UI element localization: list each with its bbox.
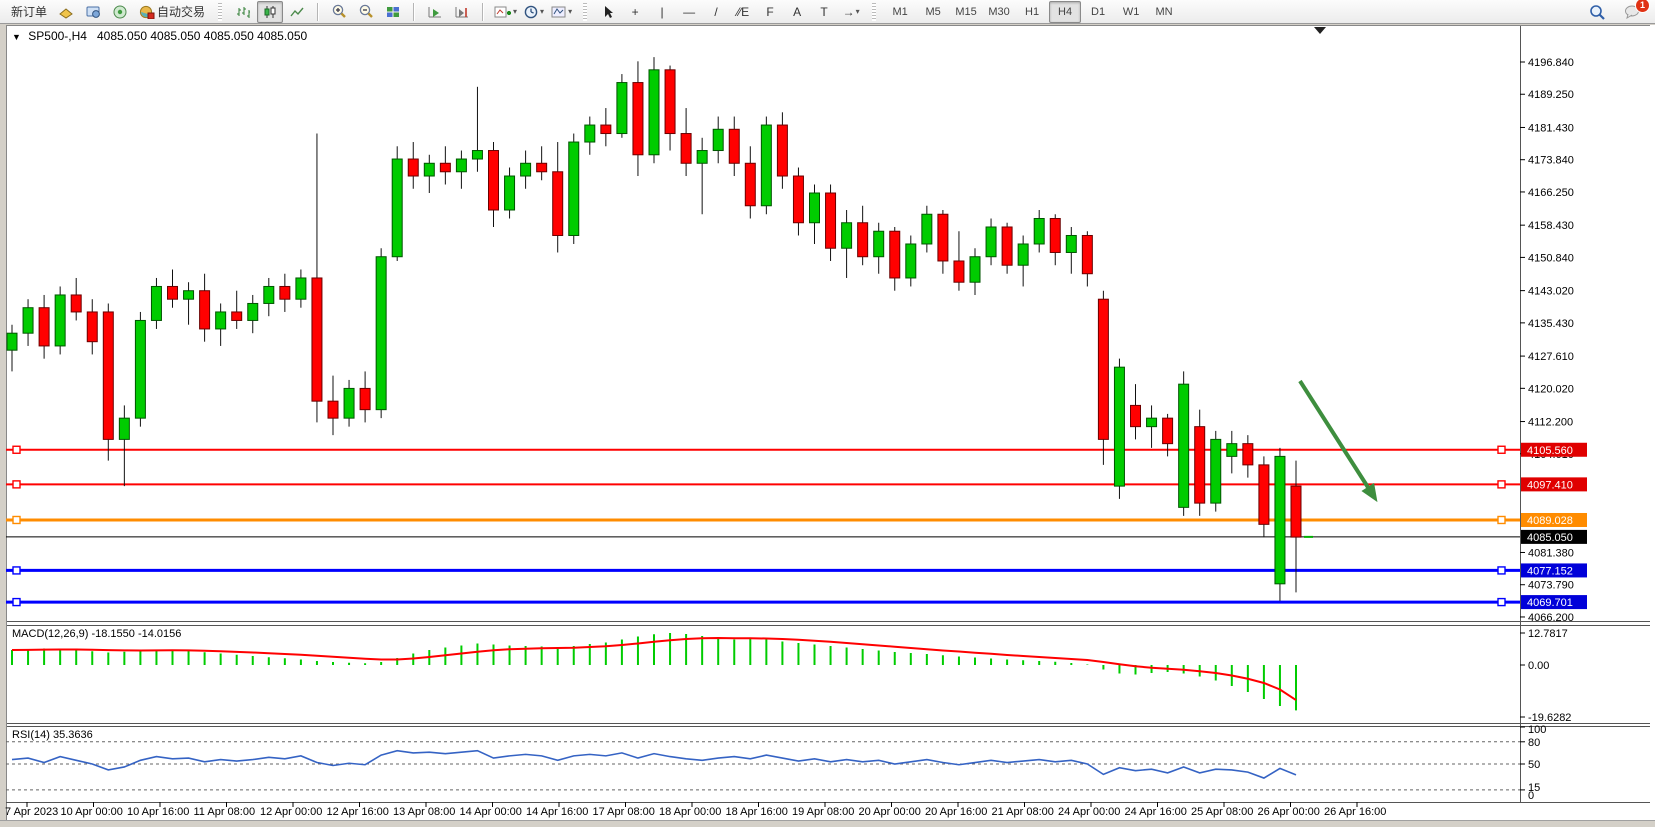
main-toolbar: 新订单 自动交易	[0, 0, 1655, 24]
window-left-margin	[0, 25, 7, 820]
horizontal-scroll-area[interactable]	[0, 820, 1655, 827]
chevron-down-icon: ▾	[513, 7, 518, 16]
candlestick-mode-icon[interactable]	[257, 0, 284, 23]
chart-shift-icon[interactable]	[449, 1, 475, 23]
chat-notification-badge: 1	[1635, 0, 1650, 13]
timeframe-m30-button[interactable]: M30	[988, 5, 1010, 18]
terminal-icon[interactable]	[80, 1, 106, 23]
timeframe-mn-button[interactable]: MN	[1155, 5, 1173, 18]
vertical-line-icon[interactable]: |	[660, 4, 664, 19]
text-label-icon[interactable]: T	[820, 4, 828, 19]
timeframe-d1-button[interactable]: D1	[1091, 5, 1106, 18]
chart-menu-arrow-icon[interactable]: ▼	[12, 32, 21, 42]
chevron-down-icon: ▾	[855, 7, 860, 16]
chart-symbol-period: SP500-,H4	[28, 29, 87, 43]
templates-icon[interactable]: ▾	[548, 1, 575, 23]
timeframe-m15-button[interactable]: M15	[955, 5, 977, 18]
equidistant-channel-icon[interactable]: ⁄⁄E	[737, 4, 750, 19]
periods-clock-icon[interactable]: ▾	[521, 1, 547, 23]
timeframe-w1-button[interactable]: W1	[1122, 5, 1140, 18]
search-icon[interactable]	[1584, 1, 1610, 23]
zoom-out-icon[interactable]	[353, 1, 379, 23]
crosshair-icon[interactable]: +	[631, 4, 639, 19]
line-chart-mode-icon[interactable]	[284, 1, 310, 23]
new-order-button[interactable]: 新订单	[11, 5, 48, 19]
autotrading-button[interactable]: 自动交易	[134, 1, 210, 23]
timeframe-h1-button[interactable]: H1	[1025, 5, 1040, 18]
fibonacci-icon[interactable]: F	[766, 4, 774, 19]
chevron-down-icon: ▾	[568, 7, 573, 16]
cursor-icon[interactable]	[595, 1, 621, 23]
timeframe-m5-button[interactable]: M5	[925, 5, 941, 18]
chat-icon[interactable]: 1	[1619, 0, 1650, 23]
chart-ohlc-values: 4085.050 4085.050 4085.050 4085.050	[97, 29, 308, 43]
signals-icon[interactable]	[107, 1, 133, 23]
chart-ohlc-info: ▼ SP500-,H4 4085.050 4085.050 4085.050 4…	[12, 29, 307, 43]
add-indicator-icon[interactable]: ▾	[491, 1, 520, 23]
chevron-down-icon: ▾	[540, 7, 545, 16]
market-watch-icon[interactable]	[53, 1, 79, 23]
arrows-icon[interactable]: → ▾	[842, 4, 860, 19]
zoom-in-icon[interactable]	[326, 1, 352, 23]
bar-chart-mode-icon[interactable]	[230, 1, 256, 23]
timeframe-group: M1 M5 M15 M30 H1 H4 D1 W1 MN	[880, 0, 1184, 23]
chart-window[interactable]	[0, 25, 1655, 820]
auto-scroll-icon[interactable]	[422, 1, 448, 23]
trendline-icon[interactable]: /	[714, 4, 718, 19]
timeframe-m1-button[interactable]: M1	[892, 5, 908, 18]
horizontal-line-icon[interactable]: —	[683, 4, 696, 19]
text-icon[interactable]: A	[793, 4, 802, 19]
timeframe-h4-button[interactable]: H4	[1049, 0, 1082, 23]
tile-windows-icon[interactable]	[380, 1, 406, 23]
